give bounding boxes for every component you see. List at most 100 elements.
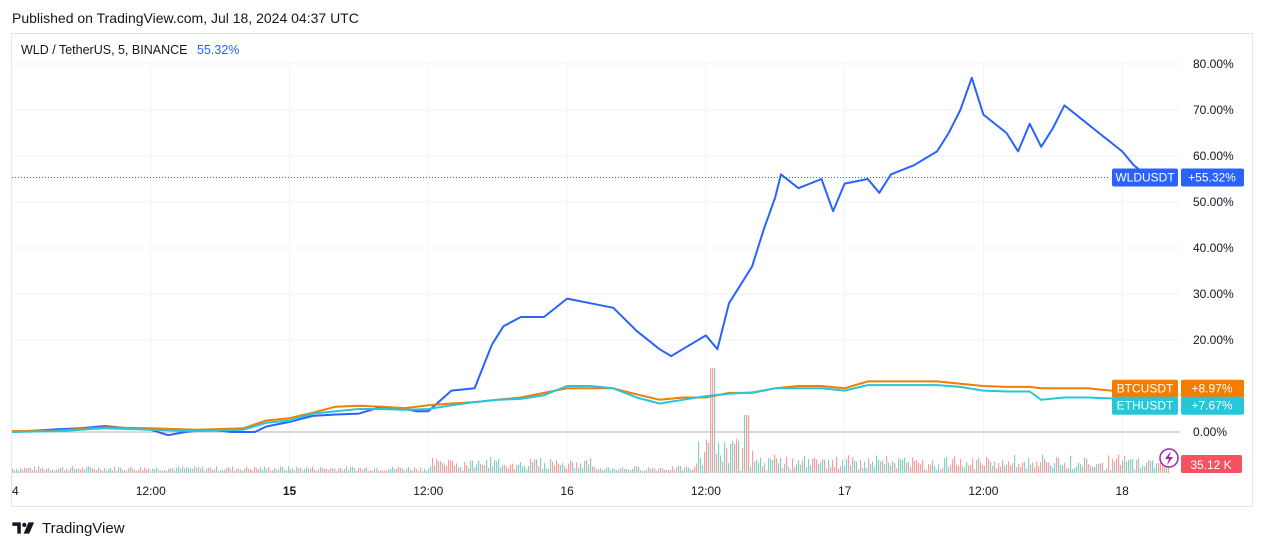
volume-bar [1158,462,1160,473]
volume-bar [474,467,476,473]
volume-bar [802,460,804,473]
volume-bar [622,467,624,473]
volume-bar [1076,466,1078,473]
volume-bar [648,467,650,473]
volume-bar [108,468,110,473]
volume-bar [892,461,894,473]
volume-bar [388,469,390,473]
volume-bar [806,467,808,473]
volume-bar [1024,461,1026,473]
volume-bar [866,468,868,473]
volume-bar [12,468,14,473]
y-tick-label: 30.00% [1193,287,1234,301]
volume-bar [124,470,126,473]
volume-bar [200,468,202,473]
published-line: Published on TradingView.com, Jul 18, 20… [12,10,359,26]
volume-bar [820,462,822,473]
volume-bar [720,455,722,473]
volume-bar [564,466,566,473]
volume-bar [434,465,436,473]
tradingview-brand[interactable]: TradingView [12,519,125,537]
series-line-btcusdt[interactable] [11,380,1163,433]
volume-bar [240,469,242,473]
volume-bar [328,469,330,473]
volume-bar [78,468,80,473]
volume-bar [316,470,318,473]
volume-bar [1140,468,1142,473]
volume-bar [1008,461,1010,473]
volume-bar [924,468,926,473]
volume-bar [1034,467,1036,473]
volume-bar [486,460,488,473]
volume-bar [600,468,602,473]
volume-bar [66,468,68,473]
price-label-ethusdt: ETHUSDT +7.67% [1112,396,1244,415]
volume-bar [368,470,370,473]
volume-bar [606,467,608,473]
volume-bar [82,467,84,473]
volume-bar [178,466,180,473]
volume-bar [140,467,142,473]
y-tick-label: 0.00% [1193,425,1227,439]
volume-bar [458,467,460,473]
symbol-legend[interactable]: WLD / TetherUS, 5, BINANCE 55.32% [21,43,239,57]
volume-bar [26,468,28,473]
volume-bar [382,470,384,473]
volume-bar [120,467,122,473]
volume-bar [934,466,936,473]
volume-bar [916,460,918,473]
volume-bar [980,462,982,473]
y-tick-label: 60.00% [1193,149,1234,163]
volume-bar [922,459,924,473]
volume-bar [1096,464,1098,473]
series-value: +7.67% [1191,399,1232,413]
volume-bar [920,464,922,473]
volume-bar [620,468,622,473]
volume-bar [1098,463,1100,473]
series-value: +55.32% [1188,171,1236,185]
volume-bar [234,470,236,473]
volume-bar [300,467,302,473]
volume-bar [462,470,464,473]
volume-bar [554,465,556,473]
volume-bar [752,450,754,473]
volume-bar [652,467,654,473]
volume-bar [792,458,794,473]
volume-bar [1018,463,1020,473]
volume-bar [576,462,578,473]
volume-bar [406,468,408,473]
volume-bar [1032,462,1034,473]
volume-bar [544,462,546,473]
volume-bar [320,466,322,473]
volume-bar [274,468,276,473]
volume-bar [352,466,354,473]
series-line-ethusdt[interactable] [11,384,1163,433]
volume-bar [130,466,132,473]
volume-bar [580,463,582,473]
volume-bar [1092,466,1094,473]
volume-bar [308,468,310,473]
volume-bar [836,456,838,473]
volume-bar [844,466,846,473]
volume-bar [850,465,852,473]
volume-bar [626,468,628,473]
volume-bar [438,461,440,473]
volume-bar [914,460,916,473]
volume-bar [942,468,944,473]
price-label-wldusdt: WLDUSDT +55.32% [1112,168,1244,187]
volume-bar [1090,465,1092,473]
y-tick-label: 40.00% [1193,241,1234,255]
volume-bar [948,467,950,473]
volume-bar [590,458,592,473]
series-line-wldusdt[interactable] [11,76,1163,437]
volume-bar [448,459,450,473]
volume-bar [540,458,542,473]
volume-bar [48,468,50,473]
volume-bar [928,464,930,473]
volume-bar [172,468,174,473]
volume-bar [38,466,40,473]
volume-bar [908,462,910,473]
volume-bar [1164,466,1166,473]
volume-label-group: 35.12 K [1159,448,1242,473]
